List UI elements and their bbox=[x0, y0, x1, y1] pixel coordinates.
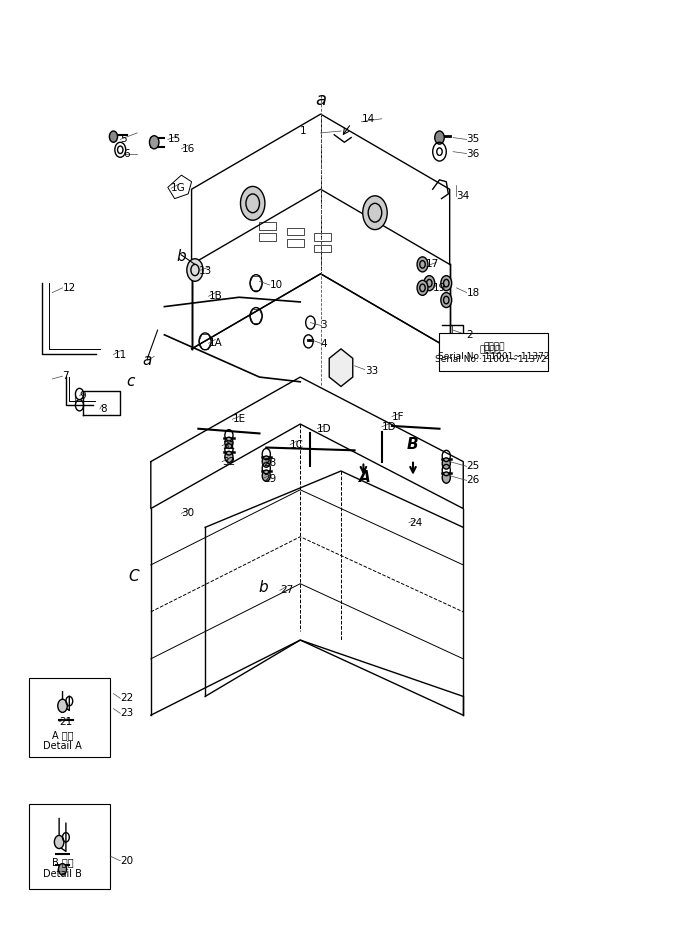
Circle shape bbox=[225, 437, 233, 448]
Text: 1B: 1B bbox=[209, 291, 222, 301]
Text: A: A bbox=[359, 470, 370, 485]
Polygon shape bbox=[329, 349, 353, 386]
Circle shape bbox=[187, 259, 203, 282]
Text: 通用号稺
Serial No. 11001~11372: 通用号稺 Serial No. 11001~11372 bbox=[438, 342, 550, 362]
Circle shape bbox=[262, 456, 270, 467]
Text: 12: 12 bbox=[63, 283, 76, 293]
Circle shape bbox=[262, 470, 270, 481]
Text: 1D: 1D bbox=[317, 424, 332, 433]
Text: 14: 14 bbox=[361, 114, 374, 123]
Text: 23: 23 bbox=[120, 708, 134, 719]
Text: 32: 32 bbox=[222, 457, 235, 466]
Text: 11: 11 bbox=[113, 349, 127, 360]
Text: 16: 16 bbox=[181, 144, 194, 154]
Text: 4: 4 bbox=[321, 339, 327, 349]
Circle shape bbox=[441, 293, 451, 308]
Text: 22: 22 bbox=[120, 693, 134, 704]
Circle shape bbox=[149, 136, 159, 149]
Circle shape bbox=[241, 187, 265, 220]
Circle shape bbox=[55, 836, 64, 849]
Text: 30: 30 bbox=[181, 509, 194, 518]
Circle shape bbox=[441, 276, 451, 291]
Circle shape bbox=[59, 864, 67, 875]
Text: 18: 18 bbox=[466, 287, 480, 298]
Circle shape bbox=[417, 281, 428, 296]
Text: 1E: 1E bbox=[233, 414, 246, 424]
Text: 34: 34 bbox=[456, 191, 470, 201]
Text: C: C bbox=[128, 569, 139, 584]
Bar bbox=[29, 677, 110, 757]
Circle shape bbox=[58, 699, 68, 712]
Text: b: b bbox=[177, 250, 186, 265]
Bar bbox=[29, 804, 110, 889]
Circle shape bbox=[442, 458, 450, 469]
Text: 1A: 1A bbox=[209, 338, 222, 349]
Text: 27: 27 bbox=[280, 585, 293, 595]
Bar bbox=[286, 228, 303, 236]
Text: 10: 10 bbox=[269, 280, 283, 290]
Text: 13: 13 bbox=[198, 266, 211, 276]
Text: 1C: 1C bbox=[290, 440, 304, 449]
Text: 1D: 1D bbox=[382, 422, 396, 431]
Circle shape bbox=[417, 257, 428, 272]
Text: 24: 24 bbox=[409, 518, 422, 528]
Text: 26: 26 bbox=[466, 476, 480, 485]
Text: 36: 36 bbox=[466, 149, 480, 158]
Text: 28: 28 bbox=[263, 459, 276, 468]
Circle shape bbox=[424, 276, 434, 291]
Text: 25: 25 bbox=[466, 462, 480, 471]
Text: 6: 6 bbox=[123, 149, 130, 158]
Text: 31: 31 bbox=[222, 441, 235, 450]
Text: 2: 2 bbox=[466, 330, 473, 340]
Text: 1: 1 bbox=[300, 126, 307, 136]
Bar bbox=[83, 391, 120, 414]
Text: 21: 21 bbox=[59, 717, 72, 727]
Bar bbox=[286, 239, 303, 247]
FancyBboxPatch shape bbox=[439, 333, 548, 370]
Text: B: B bbox=[406, 437, 418, 452]
Text: b: b bbox=[258, 580, 268, 595]
Text: 1F: 1F bbox=[392, 412, 404, 421]
Text: 17: 17 bbox=[426, 259, 439, 269]
Text: a: a bbox=[315, 91, 326, 109]
Text: 15: 15 bbox=[168, 135, 181, 144]
Text: 33: 33 bbox=[365, 365, 378, 376]
Bar bbox=[314, 245, 331, 252]
Circle shape bbox=[434, 131, 444, 144]
Bar bbox=[259, 234, 276, 241]
Text: 5: 5 bbox=[120, 135, 127, 144]
Text: 35: 35 bbox=[466, 135, 480, 144]
Text: 通用号稺
Serial No. 11001~11372: 通用号稺 Serial No. 11001~11372 bbox=[434, 345, 546, 365]
Circle shape bbox=[363, 196, 387, 230]
Circle shape bbox=[109, 131, 117, 142]
Text: 20: 20 bbox=[120, 855, 134, 866]
Text: A 詳細
Detail A: A 詳細 Detail A bbox=[43, 730, 82, 752]
Text: 29: 29 bbox=[263, 474, 276, 483]
Text: 7: 7 bbox=[63, 371, 69, 382]
Text: 3: 3 bbox=[321, 320, 327, 331]
Circle shape bbox=[442, 472, 450, 483]
Bar bbox=[259, 222, 276, 230]
Text: 1G: 1G bbox=[171, 184, 186, 193]
Text: a: a bbox=[143, 352, 152, 367]
Text: 8: 8 bbox=[100, 404, 106, 414]
Circle shape bbox=[225, 451, 233, 463]
Bar bbox=[314, 234, 331, 241]
Text: c: c bbox=[126, 374, 134, 389]
Text: 9: 9 bbox=[80, 391, 86, 401]
Text: 19: 19 bbox=[432, 283, 446, 293]
Text: B 詳細
Detail B: B 詳細 Detail B bbox=[43, 857, 82, 879]
